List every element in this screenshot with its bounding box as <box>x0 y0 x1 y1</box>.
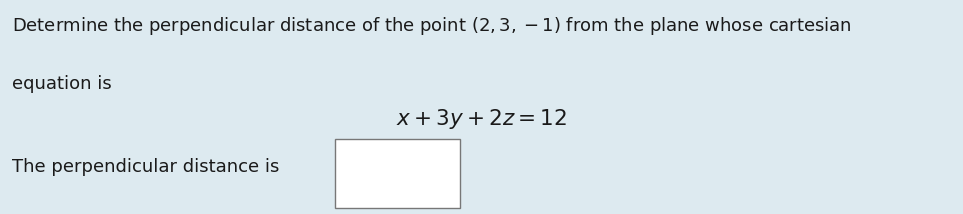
Text: The perpendicular distance is: The perpendicular distance is <box>12 158 279 176</box>
Text: Determine the perpendicular distance of the point $(2, 3, -1)$ from the plane wh: Determine the perpendicular distance of … <box>12 15 851 37</box>
Text: equation is: equation is <box>12 75 112 93</box>
Text: $x + 3y + 2z = 12$: $x + 3y + 2z = 12$ <box>396 107 567 131</box>
Bar <box>335 139 460 208</box>
